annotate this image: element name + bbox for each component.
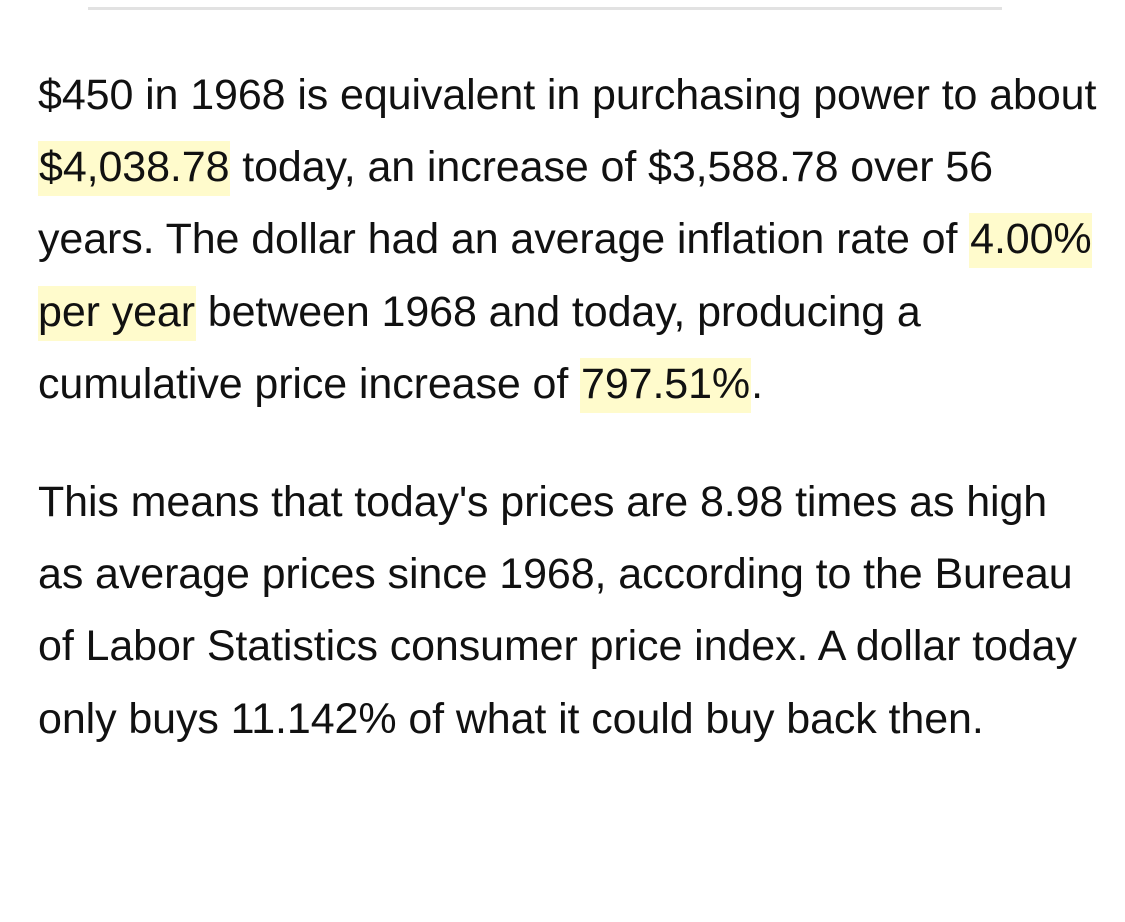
- inflation-article: $450 in 1968 is equivalent in purchasing…: [38, 59, 1098, 755]
- summary-text-part-2: today, an increase of $3,588.78 over 56 …: [38, 143, 993, 264]
- inflation-summary-paragraph: $450 in 1968 is equivalent in purchasing…: [38, 59, 1098, 420]
- purchasing-power-paragraph: This means that today's prices are 8.98 …: [38, 478, 1077, 743]
- summary-text-part-3: between 1968 and today, producing a cumu…: [38, 287, 921, 408]
- summary-text-part-1: $450 in 1968 is equivalent in purchasing…: [38, 71, 1097, 119]
- summary-text-part-4: .: [751, 359, 763, 408]
- top-divider: [88, 7, 1002, 10]
- highlight-cumulative-increase: 797.51%: [580, 357, 752, 413]
- highlight-equivalent-value: $4,038.78: [38, 141, 231, 197]
